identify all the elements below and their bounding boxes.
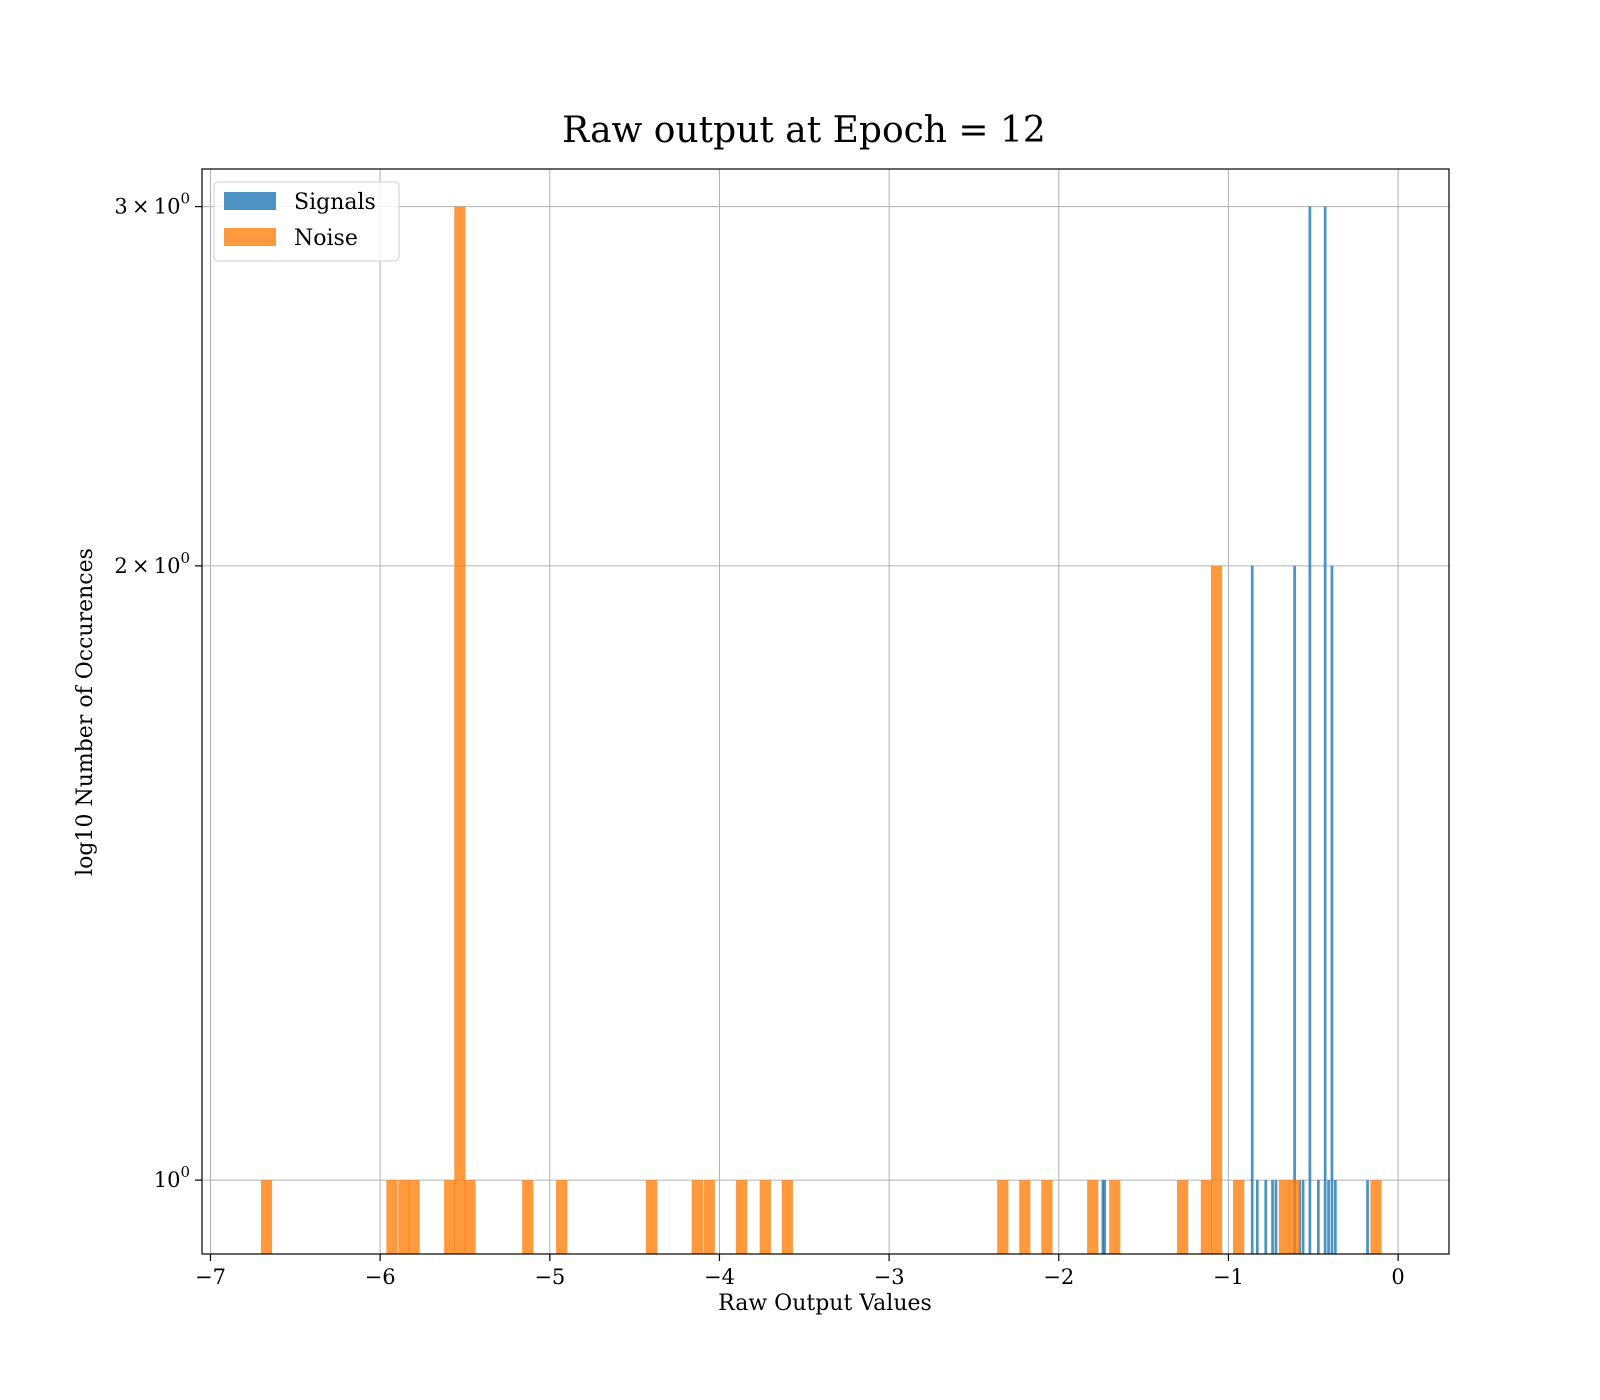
legend-swatch-noise xyxy=(224,228,276,246)
bar-noise xyxy=(1109,1180,1121,1254)
x-tick-label: −3 xyxy=(874,1265,905,1289)
bars-layer xyxy=(260,206,1382,1254)
legend-swatch-signals xyxy=(224,192,276,210)
x-tick-label: 0 xyxy=(1391,1265,1404,1289)
y-tick-label: 2 × 100 xyxy=(114,549,190,578)
bar-signals xyxy=(1293,565,1296,1254)
bar-noise xyxy=(1370,1180,1382,1254)
bar-noise xyxy=(759,1180,771,1254)
bar-noise xyxy=(1278,1180,1291,1254)
bar-noise xyxy=(1019,1180,1031,1254)
bar-noise xyxy=(386,1180,398,1254)
plot-frame xyxy=(201,168,1450,1255)
x-tick-label: −7 xyxy=(195,1265,226,1289)
bar-noise xyxy=(735,1180,748,1254)
bar-noise xyxy=(1233,1180,1245,1254)
bar-noise xyxy=(444,1180,456,1254)
bar-noise xyxy=(691,1180,704,1254)
bar-noise xyxy=(997,1180,1009,1254)
bar-noise xyxy=(398,1180,410,1254)
bar-signals xyxy=(1101,1180,1105,1254)
bar-signals xyxy=(1366,1180,1369,1254)
x-tick-label: −2 xyxy=(1043,1265,1074,1289)
bar-noise xyxy=(703,1180,715,1254)
bar-signals xyxy=(1327,1180,1330,1254)
bar-signals xyxy=(1330,565,1334,1254)
bar-noise xyxy=(645,1180,658,1254)
legend-label-signals: Signals xyxy=(294,190,376,215)
bar-noise xyxy=(464,1180,476,1254)
bar-noise xyxy=(781,1180,793,1254)
x-tick-label: −6 xyxy=(365,1265,396,1289)
bar-signals xyxy=(1271,1180,1274,1254)
bar-signals xyxy=(1308,206,1312,1254)
bar-noise xyxy=(1177,1180,1189,1254)
bar-signals xyxy=(1264,1180,1268,1254)
x-tick-label: −5 xyxy=(534,1265,565,1289)
legend-label-noise: Noise xyxy=(294,226,358,251)
bar-noise xyxy=(260,1180,273,1254)
x-axis-label: Raw Output Values xyxy=(718,1291,932,1316)
bar-noise xyxy=(556,1180,568,1254)
bar-noise xyxy=(1200,1180,1212,1254)
bar-signals xyxy=(1250,565,1254,1254)
bar-signals xyxy=(1274,1180,1278,1254)
y-axis-label: log10 Number of Occurences xyxy=(73,548,98,876)
bar-signals xyxy=(1301,1180,1305,1254)
chart-title: Raw output at Epoch = 12 xyxy=(562,110,1046,151)
y-tick-label: 100 xyxy=(154,1163,190,1192)
bar-noise xyxy=(408,1180,420,1254)
bar-noise xyxy=(522,1180,534,1254)
bar-signals xyxy=(1317,1180,1320,1254)
x-tick-label: −4 xyxy=(704,1265,735,1289)
bar-noise xyxy=(1210,565,1223,1254)
axis-ticks: −7 −6 −5 −4 −3 −2 −1 0 100 2 × 100 3 × 100 xyxy=(114,190,1404,1289)
bar-noise xyxy=(1289,1180,1301,1254)
bar-noise xyxy=(1041,1180,1053,1254)
bar-signals xyxy=(1103,1180,1106,1254)
bar-signals xyxy=(1323,206,1327,1254)
x-tick-label: −1 xyxy=(1213,1265,1244,1289)
bar-signals xyxy=(1333,1180,1337,1254)
legend: Signals Noise xyxy=(213,181,400,262)
y-tick-label: 3 × 100 xyxy=(114,190,190,219)
bar-noise xyxy=(454,206,466,1254)
bar-signals xyxy=(1255,1180,1259,1254)
bar-noise xyxy=(1087,1180,1099,1254)
